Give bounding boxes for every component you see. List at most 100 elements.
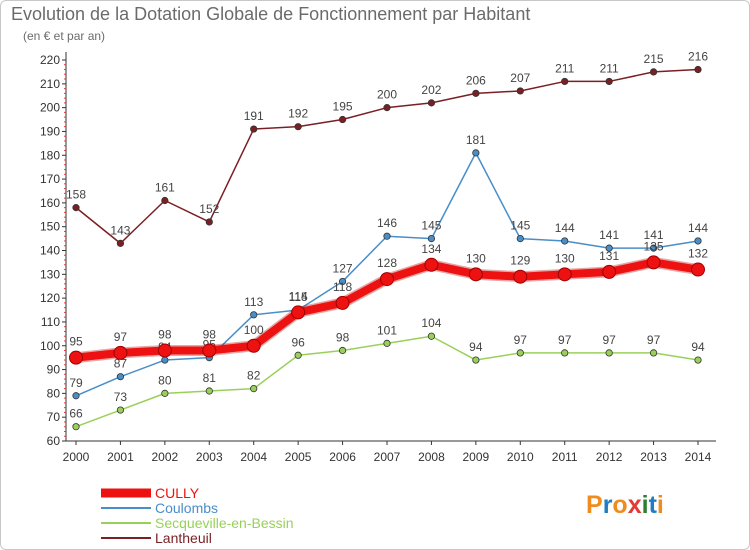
data-label: 216: [688, 50, 708, 64]
data-point: [383, 104, 391, 112]
legend-label: Lantheuil: [155, 530, 212, 546]
data-label: 98: [158, 328, 172, 342]
data-label: 94: [691, 340, 705, 354]
data-label: 128: [377, 256, 397, 270]
data-point: [157, 343, 172, 358]
logo-letter: r: [602, 491, 613, 519]
data-point: [694, 237, 702, 245]
y-tick-label: 60: [47, 434, 61, 448]
data-label: 211: [600, 61, 619, 75]
y-tick-label: 70: [47, 410, 61, 424]
data-label: 141: [599, 228, 619, 242]
y-tick-label: 220: [40, 53, 60, 67]
y-tick-label: 140: [40, 244, 60, 258]
data-label: 101: [377, 323, 397, 337]
y-tick-label: 100: [40, 339, 60, 353]
data-point: [649, 244, 658, 252]
data-label: 98: [203, 328, 217, 342]
x-tick-label: 2012: [596, 450, 623, 464]
x-tick-label: 2005: [285, 450, 312, 464]
data-label: 97: [602, 333, 616, 347]
data-point: [202, 343, 217, 358]
data-point: [472, 89, 480, 97]
y-tick-label: 130: [40, 267, 60, 281]
data-point: [472, 356, 480, 364]
data-point: [561, 349, 569, 357]
data-label: 97: [647, 333, 661, 347]
logo-letter: P: [586, 491, 603, 519]
data-point: [424, 257, 439, 272]
data-label: 144: [688, 221, 708, 235]
data-point: [116, 406, 125, 414]
data-label: 191: [244, 109, 264, 123]
legend-label: CULLY: [155, 485, 200, 501]
x-tick-label: 2003: [196, 450, 223, 464]
data-point: [250, 385, 258, 393]
data-label: 80: [158, 373, 172, 387]
data-point: [557, 267, 572, 282]
y-tick-label: 200: [40, 101, 60, 115]
data-label: 96: [291, 335, 305, 349]
logo-letter: t: [648, 491, 657, 519]
data-label: 104: [421, 316, 441, 330]
data-point: [468, 267, 483, 282]
data-point: [516, 87, 524, 95]
chart-subtitle: (en € et par an): [23, 29, 106, 43]
data-point: [694, 356, 702, 364]
data-point: [694, 65, 702, 74]
data-label: 87: [114, 357, 128, 371]
y-tick-label: 190: [40, 124, 60, 138]
data-label: 95: [69, 335, 83, 349]
data-label: 129: [510, 254, 530, 268]
data-point: [250, 311, 258, 319]
data-point: [161, 356, 169, 364]
data-point: [338, 115, 347, 124]
data-label: 135: [644, 239, 664, 253]
data-label: 143: [110, 223, 130, 237]
x-tick-label: 2004: [240, 450, 267, 464]
y-tick-label: 110: [41, 315, 60, 329]
data-label: 161: [155, 180, 175, 194]
data-label: 127: [333, 261, 353, 275]
data-label: 211: [555, 61, 574, 75]
data-label: 130: [466, 251, 486, 265]
data-label: 181: [466, 133, 486, 147]
y-tick-label: 150: [40, 220, 60, 234]
data-label: 206: [466, 73, 486, 87]
data-label: 81: [203, 371, 217, 385]
data-point: [427, 234, 436, 243]
x-tick-label: 2006: [329, 450, 356, 464]
data-point: [72, 392, 80, 400]
data-point: [383, 339, 391, 347]
data-label: 134: [421, 242, 441, 256]
chart-title: Evolution de la Dotation Globale de Fonc…: [11, 4, 531, 24]
logo-letter: i: [641, 491, 649, 519]
y-tick-label: 120: [40, 291, 60, 305]
data-point: [516, 349, 524, 357]
y-tick-label: 90: [47, 363, 61, 377]
data-point: [338, 346, 347, 355]
data-point: [605, 244, 613, 252]
data-point: [561, 237, 569, 245]
x-tick-label: 2013: [640, 450, 667, 464]
data-label: 145: [421, 219, 441, 233]
x-tick-label: 2007: [374, 450, 401, 464]
data-label: 94: [469, 340, 483, 354]
y-tick-label: 80: [47, 386, 61, 400]
data-point: [516, 234, 524, 243]
y-tick-label: 180: [40, 148, 60, 162]
proxiti-logo: Proxiti: [586, 491, 664, 520]
data-point: [338, 277, 347, 286]
series-coulombs: 79 87 94 95 113 115 127 146 145 181 145 144 141 141 14…: [69, 133, 708, 400]
data-point: [646, 255, 661, 270]
data-point: [649, 349, 658, 357]
data-point: [291, 305, 306, 320]
data-label: 195: [333, 100, 353, 114]
y-tick-label: 210: [40, 77, 60, 91]
x-tick-label: 2009: [463, 450, 490, 464]
data-label: 145: [510, 219, 530, 233]
data-point: [691, 262, 705, 277]
data-point: [380, 272, 394, 287]
data-label: 132: [688, 247, 708, 261]
